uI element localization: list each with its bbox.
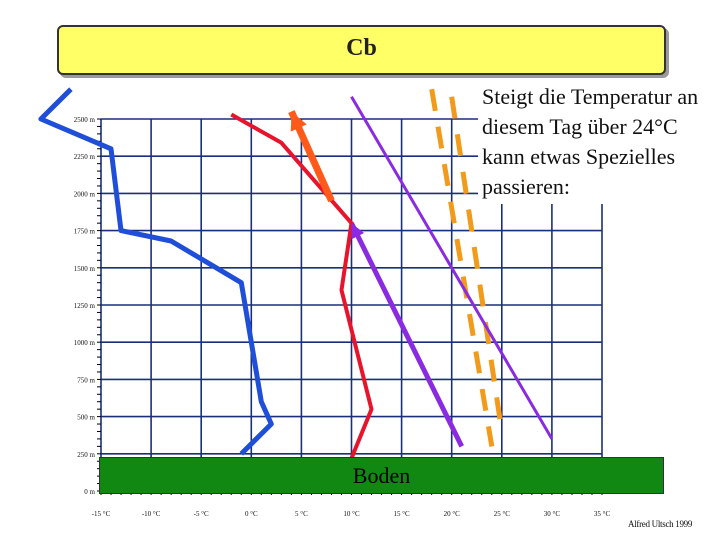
temperature-curve: [230, 112, 374, 460]
x-tick-label: -5 °C: [194, 510, 209, 518]
page-title: Cb: [346, 35, 377, 61]
x-tick-label: 0 °C: [245, 510, 258, 518]
y-tick-label: 0 m: [84, 488, 95, 496]
parcel-arrowhead: [290, 111, 307, 132]
temperature-note: Steigt die Temperatur an diesem Tag über…: [478, 80, 716, 204]
x-tick-label: 30 °C: [544, 510, 561, 518]
y-tick-label: 750 m: [77, 376, 95, 384]
x-tick-label: 20 °C: [444, 510, 461, 518]
x-tick-label: 25 °C: [494, 510, 511, 518]
title-banner: Cb: [57, 25, 666, 75]
ground-bar: Boden: [99, 457, 664, 494]
y-tick-label: 250 m: [77, 451, 95, 459]
x-axis-ticks: -15 °C -10 °C -5 °C 0 °C 5 °C 10 °C 15 °C 20 °C…: [92, 510, 611, 518]
author-credit: Alfred Ultsch 1999: [628, 519, 693, 529]
dewpoint-curve: [38, 87, 274, 456]
x-tick-label: -10 °C: [142, 510, 161, 518]
y-tick-label: 2000 m: [74, 190, 96, 198]
y-tick-label: 500 m: [77, 414, 95, 422]
x-tick-label: 5 °C: [295, 510, 308, 518]
y-tick-label: 1500 m: [74, 265, 96, 273]
moist-adiabat-right: [449, 96, 505, 432]
x-tick-label: 15 °C: [393, 510, 410, 518]
y-tick-label: 1000 m: [74, 339, 96, 347]
y-tick-label: 2250 m: [74, 153, 96, 161]
grid: [97, 118, 603, 495]
y-tick-label: 1250 m: [74, 302, 96, 310]
sounding-lines: [38, 87, 554, 460]
x-tick-label: 35 °C: [594, 510, 611, 518]
ground-label: Boden: [352, 463, 411, 488]
y-tick-label: 2500 m: [74, 116, 96, 124]
x-tick-label: -15 °C: [92, 510, 111, 518]
x-tick-label: 10 °C: [343, 510, 360, 518]
dry-adiabat-lower: [349, 222, 464, 448]
y-axis-ticks: 2500 m 2250 m 2000 m 1750 m 1500 m 1250 m 1000…: [74, 116, 96, 496]
y-tick-label: 1750 m: [74, 228, 96, 236]
dry-adiabat-upper: [350, 95, 554, 440]
dry-adiabat-arrowhead: [351, 223, 365, 240]
